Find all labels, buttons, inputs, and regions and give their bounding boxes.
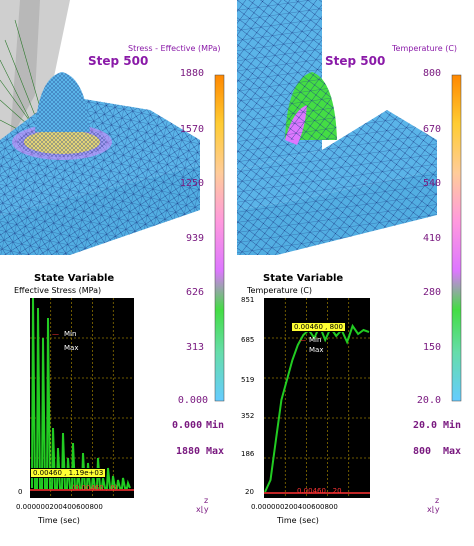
stress-viewport bbox=[0, 0, 225, 498]
colorbar-tick: 20.0 bbox=[416, 395, 441, 406]
colorbar-tick: 540 bbox=[422, 178, 441, 189]
x-ticks: 0.000000200400600800 bbox=[251, 503, 338, 511]
colorbar-tick: 626 bbox=[185, 287, 204, 298]
axis-triad-icon: z x⌊y bbox=[196, 496, 209, 514]
readout-min: 0.00460 , 20 bbox=[297, 487, 342, 495]
max-label: Max bbox=[443, 446, 462, 457]
colorbar-tick: 939 bbox=[185, 233, 204, 244]
temperature-panel: Step 500 Temperature (C) 800 670 540 410… bbox=[237, 0, 474, 546]
legend-min-swatch: — bbox=[52, 330, 59, 338]
colorbar-tick: 150 bbox=[422, 342, 441, 353]
temperature-color-bar bbox=[451, 74, 462, 402]
max-value: 800 bbox=[413, 446, 432, 457]
state-variable-subtitle: Temperature (C) bbox=[247, 286, 313, 295]
max-label: Max bbox=[206, 446, 225, 457]
step-label: Step 500 bbox=[325, 54, 386, 68]
stress-color-bar bbox=[214, 74, 225, 402]
colorbar-tick: 670 bbox=[422, 124, 441, 135]
y-tick: 20 bbox=[245, 488, 254, 496]
colorbar-tick: 0.000 bbox=[177, 395, 208, 406]
y-tick: 352 bbox=[241, 412, 255, 420]
legend-min-swatch: — bbox=[299, 336, 306, 344]
legend-min: Min bbox=[309, 336, 322, 344]
y-tick: 685 bbox=[241, 336, 255, 344]
max-value: 1880 bbox=[176, 446, 201, 457]
temperature-curve bbox=[264, 323, 370, 493]
colorbar-tick: 313 bbox=[185, 342, 204, 353]
state-variable-heading: State Variable bbox=[263, 273, 344, 284]
state-variable-heading: State Variable bbox=[34, 273, 115, 284]
colorbar-tick: 1250 bbox=[179, 178, 204, 189]
legend-max: Max bbox=[64, 344, 79, 352]
y-tick: 0 bbox=[18, 488, 23, 496]
x-axis-label: Time (sec) bbox=[38, 516, 80, 525]
legend-min: Min bbox=[64, 330, 77, 338]
colorbar-tick: 1570 bbox=[179, 124, 204, 135]
x-ticks: 0.000000200400600800 bbox=[16, 503, 103, 511]
y-tick: 186 bbox=[241, 450, 255, 458]
temperature-viewport bbox=[237, 0, 462, 498]
min-label: Min bbox=[206, 420, 225, 431]
legend-max: Max bbox=[309, 346, 324, 354]
readout-max: 0.00460 , 800 bbox=[291, 322, 346, 332]
readout-min: (0.00460 , 0) bbox=[72, 484, 118, 492]
y-tick: 851 bbox=[241, 296, 255, 304]
colorbar-tick: 410 bbox=[422, 233, 441, 244]
state-variable-subtitle: Effective Stress (MPa) bbox=[14, 286, 102, 295]
stress-curve bbox=[31, 297, 131, 489]
readout-max: 0.00460 , 1.19e+03 bbox=[30, 468, 107, 478]
colorbar-tick: 1880 bbox=[179, 68, 204, 79]
contour-title: Temperature (C) bbox=[392, 44, 458, 53]
colorbar-tick: 800 bbox=[422, 68, 441, 79]
min-label: Min bbox=[443, 420, 462, 431]
x-axis-label: Time (sec) bbox=[277, 516, 319, 525]
min-value: 20.0 bbox=[413, 420, 438, 431]
contour-title: Stress - Effective (MPa) bbox=[128, 44, 221, 53]
y-tick: 519 bbox=[241, 376, 255, 384]
step-label: Step 500 bbox=[88, 54, 149, 68]
axis-triad-icon: z x⌊y bbox=[427, 496, 440, 514]
colorbar-tick: 280 bbox=[422, 287, 441, 298]
min-value: 0.000 bbox=[172, 420, 203, 431]
stress-panel: Step 500 Stress - Effective (MPa) 1880 1… bbox=[0, 0, 225, 525]
